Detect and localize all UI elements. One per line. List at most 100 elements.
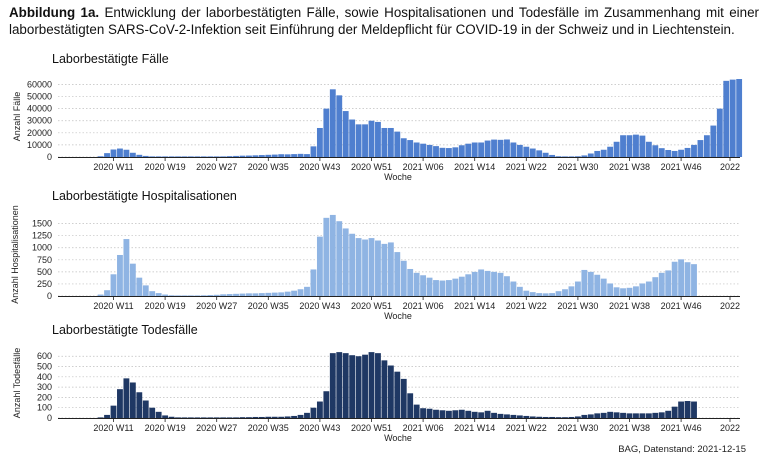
bar — [471, 142, 478, 157]
bar — [375, 240, 381, 296]
y-axis-label: Anzahl Fälle — [12, 92, 22, 142]
x-tick-label: 2020 W43 — [299, 301, 340, 311]
bar — [239, 293, 246, 296]
bar — [336, 352, 343, 418]
bar — [252, 293, 259, 296]
bar — [452, 410, 459, 418]
bar — [678, 259, 685, 296]
bar — [297, 153, 304, 157]
bar — [729, 79, 736, 157]
bar — [291, 290, 298, 296]
x-tick-label: 2020 W35 — [248, 162, 289, 172]
bar — [323, 108, 330, 157]
y-tick-label: 300 — [37, 382, 52, 392]
bar — [207, 295, 214, 296]
bar — [117, 389, 123, 418]
bar — [639, 413, 646, 418]
panel-title-1: Laborbestätigte Fälle — [52, 52, 169, 66]
bar — [368, 352, 375, 418]
bar — [581, 414, 588, 418]
x-tick-label: 2020 W11 — [93, 162, 133, 172]
bar — [349, 119, 356, 157]
bar — [117, 148, 123, 157]
bar — [426, 277, 433, 296]
bar — [213, 294, 220, 296]
bar — [658, 272, 665, 296]
y-tick-label: 1500 — [32, 219, 52, 229]
bar — [665, 410, 672, 418]
bar — [226, 417, 233, 418]
bar — [123, 239, 130, 296]
bar — [123, 149, 130, 157]
bar — [445, 148, 452, 157]
y-tick-label: 600 — [37, 351, 52, 361]
bar — [407, 393, 414, 418]
bar — [316, 127, 323, 157]
bar — [200, 156, 207, 157]
bar — [162, 156, 169, 157]
bar — [478, 142, 485, 157]
bar — [284, 416, 291, 418]
bar — [310, 269, 317, 296]
bar — [97, 294, 104, 296]
bar — [439, 410, 446, 418]
bar — [342, 228, 349, 296]
bar — [433, 280, 439, 296]
bar — [233, 417, 239, 418]
bar — [213, 417, 220, 418]
bar — [536, 416, 543, 418]
bar — [200, 295, 207, 296]
bar — [542, 152, 549, 157]
x-tick-label: 2022 — [720, 301, 740, 311]
bar — [355, 124, 362, 157]
bar — [342, 111, 349, 157]
bar — [703, 135, 710, 157]
bar — [587, 153, 594, 157]
bar — [433, 146, 439, 157]
bar — [97, 417, 104, 418]
bar — [329, 353, 336, 418]
bar — [497, 413, 504, 418]
bar — [600, 412, 607, 418]
bar — [613, 287, 620, 296]
y-tick-label: 250 — [37, 279, 52, 289]
bar — [310, 146, 317, 157]
bar — [175, 156, 181, 157]
y-tick-label: 500 — [37, 267, 52, 277]
bar — [104, 290, 110, 296]
bar — [658, 412, 665, 418]
x-tick-label: 2021 W14 — [454, 423, 495, 433]
y-tick-label: 40000 — [27, 104, 52, 114]
bar — [129, 263, 136, 296]
bar — [362, 124, 368, 157]
x-tick-label: 2021 W30 — [557, 162, 598, 172]
bar — [607, 411, 614, 418]
bar — [181, 295, 188, 296]
x-tick-label: 2020 W51 — [351, 423, 392, 433]
bar — [633, 134, 639, 157]
y-axis-label: Anzahl Todesfälle — [12, 348, 22, 418]
x-tick-label: 2021 W06 — [403, 301, 444, 311]
bar — [555, 291, 562, 296]
x-tick-label: 2021 W22 — [506, 301, 547, 311]
bar — [568, 286, 575, 296]
bar — [368, 238, 375, 296]
bar — [536, 293, 543, 296]
bar — [697, 140, 704, 157]
bar — [684, 401, 691, 418]
bar — [497, 139, 504, 157]
panel-title-2: Laborbestätigte Hospitalisationen — [52, 189, 237, 203]
bar — [381, 360, 388, 418]
bar — [181, 417, 188, 418]
bar — [387, 127, 394, 157]
bar — [594, 150, 601, 157]
bar — [510, 142, 517, 157]
bar — [110, 274, 117, 296]
y-tick-label: 1250 — [32, 231, 52, 241]
bar — [478, 269, 485, 296]
bar — [246, 417, 252, 418]
bar — [323, 391, 330, 418]
bar — [626, 135, 633, 157]
bar — [620, 412, 626, 418]
